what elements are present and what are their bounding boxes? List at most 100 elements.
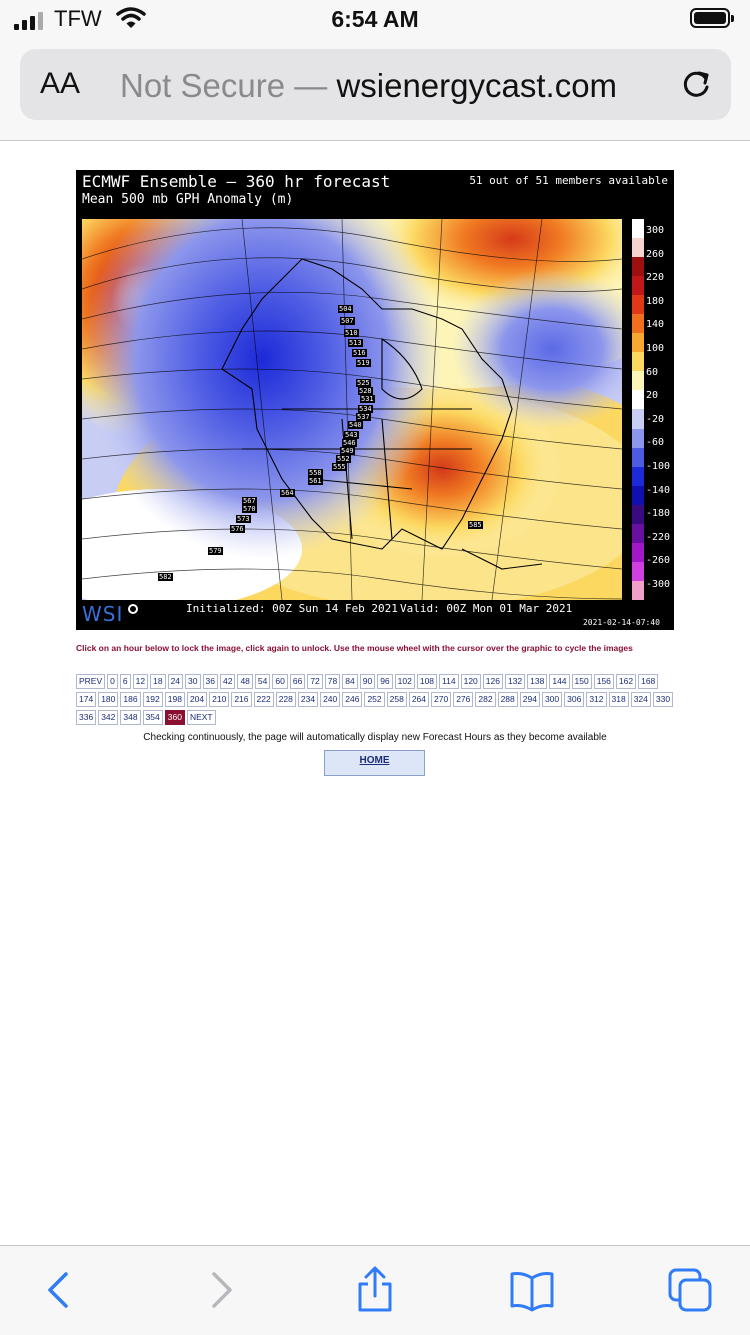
forecast-hour-button[interactable]: 108 — [416, 674, 438, 689]
forecast-hour-button[interactable]: 162 — [615, 674, 637, 689]
forecast-hour-button[interactable]: 300 — [541, 692, 563, 707]
forecast-hour-button[interactable]: 198 — [164, 692, 185, 707]
scale-label: -140 — [646, 484, 671, 496]
forecast-hour-button[interactable]: 60 — [272, 674, 288, 689]
forecast-hour-button[interactable]: 348 — [120, 710, 141, 725]
url-display[interactable]: Not Secure — wsienergycast.com — [120, 67, 617, 105]
forecast-hour-button[interactable]: 18 — [150, 674, 166, 689]
forecast-hour-button[interactable]: 318 — [608, 692, 629, 707]
forecast-hour-button[interactable]: 342 — [98, 710, 119, 725]
forward-icon[interactable] — [196, 1266, 244, 1314]
color-scale-labels: 300 260 220 180 140 100 60 20 -20 -60 -100 -140 -180… — [646, 219, 674, 600]
contour-height-label: 543 — [344, 431, 359, 439]
forecast-hour-button[interactable]: 288 — [497, 692, 518, 707]
map-footer: WSI Initialized: 00Z Sun 14 Feb 2021 Val… — [76, 600, 674, 630]
contour-height-label: 507 — [340, 317, 355, 325]
scale-swatch — [632, 580, 644, 600]
forecast-hour-button[interactable]: 150 — [571, 674, 592, 689]
contour-height-label: 537 — [356, 413, 371, 421]
forecast-hour-button[interactable]: 240 — [320, 692, 341, 707]
scale-swatch — [632, 428, 644, 448]
forecast-hour-button[interactable]: 132 — [504, 674, 526, 689]
forecast-hour-button[interactable]: 306 — [564, 692, 585, 707]
forecast-hour-button[interactable]: 270 — [431, 692, 452, 707]
next-hour-button[interactable]: NEXT — [186, 710, 216, 725]
contour-height-label: 558 — [308, 469, 323, 477]
reload-icon[interactable] — [680, 67, 714, 101]
forecast-hour-button[interactable]: 120 — [460, 674, 481, 689]
forecast-hour-button[interactable]: 54 — [254, 674, 271, 689]
text-size-button[interactable]: AA — [40, 67, 81, 100]
forecast-hour-button[interactable]: 294 — [519, 692, 540, 707]
contour-height-label: 519 — [356, 359, 371, 367]
hour-row: 336 342 348 354 360 NEXT — [76, 710, 666, 725]
forecast-hour-button[interactable]: 258 — [386, 692, 407, 707]
forecast-hour-button[interactable]: 84 — [342, 674, 358, 689]
forecast-hour-button[interactable]: 36 — [202, 674, 218, 689]
contour-height-label: 576 — [230, 525, 245, 533]
forecast-hour-button[interactable]: 210 — [209, 692, 230, 707]
forecast-hour-button[interactable]: 246 — [342, 692, 363, 707]
bookmarks-icon[interactable] — [508, 1266, 556, 1314]
home-button[interactable]: HOME — [324, 750, 425, 776]
scale-label: -60 — [646, 437, 665, 449]
forecast-hour-button[interactable]: 126 — [482, 674, 503, 689]
contour-height-label: 540 — [348, 421, 363, 429]
forecast-hour-button[interactable]: 354 — [142, 710, 163, 725]
scale-swatch — [632, 447, 644, 467]
forecast-hour-button[interactable]: 6 — [119, 674, 131, 689]
wsi-logo: WSI — [82, 602, 124, 626]
forecast-hour-button[interactable]: 78 — [324, 674, 341, 689]
forecast-hour-button[interactable]: 204 — [186, 692, 208, 707]
forecast-hour-button[interactable]: 186 — [120, 692, 141, 707]
forecast-hour-button[interactable]: 114 — [439, 674, 459, 689]
scale-swatch — [632, 219, 644, 239]
anomaly-map: 504 507 510 513 516 519 525 528 531 534 537 540 543 5… — [82, 219, 622, 600]
forecast-hour-button[interactable]: 156 — [593, 674, 614, 689]
scale-label: -180 — [646, 508, 671, 520]
forecast-hour-button[interactable]: 30 — [185, 674, 201, 689]
forecast-hour-button[interactable]: 360 — [164, 710, 185, 725]
forecast-hour-button[interactable]: 138 — [527, 674, 548, 689]
forecast-hour-button[interactable]: 282 — [475, 692, 496, 707]
forecast-hour-button[interactable]: 324 — [630, 692, 651, 707]
prev-hour-button[interactable]: PREV — [76, 674, 106, 689]
forecast-hour-button[interactable]: 24 — [167, 674, 184, 689]
forecast-hour-button[interactable]: 192 — [142, 692, 163, 707]
forecast-hour-button[interactable]: 234 — [297, 692, 319, 707]
forecast-hour-button[interactable]: 12 — [132, 674, 149, 689]
valid-time: Valid: 00Z Mon 01 Mar 2021 — [400, 602, 573, 615]
forecast-hour-button[interactable]: 222 — [253, 692, 274, 707]
address-bar[interactable]: AA Not Secure — wsienergycast.com — [20, 49, 731, 120]
forecast-hour-button[interactable]: 96 — [377, 674, 393, 689]
forecast-hour-button[interactable]: 330 — [652, 692, 674, 707]
forecast-hour-button[interactable]: 102 — [394, 674, 415, 689]
forecast-hour-button[interactable]: 144 — [549, 674, 570, 689]
scale-label: 260 — [646, 248, 665, 260]
forecast-hour-button[interactable]: 168 — [638, 674, 659, 689]
forecast-hour-button[interactable]: 90 — [359, 674, 376, 689]
url-separator: — — [294, 67, 328, 104]
forecast-hour-button[interactable]: 264 — [408, 692, 429, 707]
forecast-hour-button[interactable]: 48 — [237, 674, 253, 689]
hour-row: PREV 0 6 12 18 24 30 36 42 48 54 60 66 72 78 84 90 96 102 1… — [76, 674, 666, 689]
forecast-hour-button[interactable]: 228 — [275, 692, 296, 707]
forecast-hour-button[interactable]: 312 — [586, 692, 607, 707]
forecast-hour-button[interactable]: 42 — [219, 674, 236, 689]
forecast-hour-button[interactable]: 72 — [307, 674, 323, 689]
share-icon[interactable] — [351, 1266, 399, 1314]
forecast-hour-button[interactable]: 0 — [107, 674, 118, 689]
contour-height-label: 534 — [358, 405, 373, 413]
scale-swatch — [632, 504, 644, 524]
forecast-hour-button[interactable]: 216 — [231, 692, 252, 707]
forecast-hour-button[interactable]: 276 — [453, 692, 474, 707]
back-icon[interactable] — [36, 1266, 84, 1314]
forecast-hour-button[interactable]: 252 — [364, 692, 385, 707]
forecast-map-image[interactable]: ECMWF Ensemble – 360 hr forecast Mean 50… — [76, 170, 674, 630]
forecast-hour-button[interactable]: 180 — [98, 692, 119, 707]
tabs-icon[interactable] — [666, 1266, 714, 1314]
forecast-hour-button[interactable]: 174 — [76, 692, 97, 707]
forecast-hour-button[interactable]: 66 — [289, 674, 306, 689]
wifi-icon — [116, 7, 146, 28]
forecast-hour-button[interactable]: 336 — [76, 710, 97, 725]
